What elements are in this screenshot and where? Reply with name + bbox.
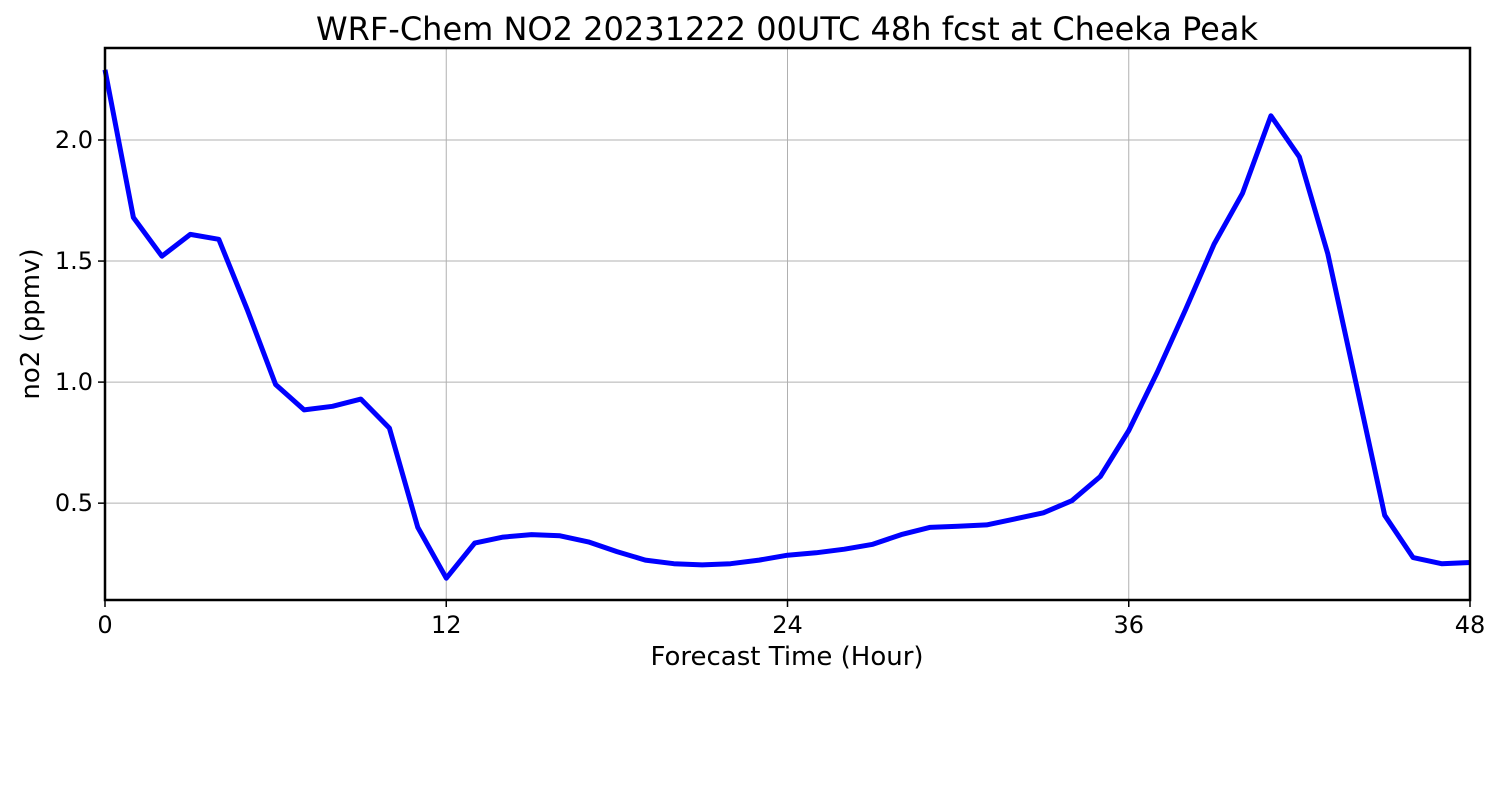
x-tick-label: 24 <box>772 611 803 639</box>
grid <box>105 48 1470 600</box>
series-line-no2 <box>102 69 1471 581</box>
y-tick-label: 1.5 <box>55 247 93 275</box>
y-tick-label: 2.0 <box>55 126 93 154</box>
x-tick-label: 0 <box>97 611 112 639</box>
series-layer <box>102 69 1471 581</box>
y-axis-label: no2 (ppmv) <box>16 248 46 399</box>
y-tick-label: 1.0 <box>55 368 93 396</box>
x-axis-label: Forecast Time (Hour) <box>650 642 923 672</box>
x-tick-label: 12 <box>431 611 462 639</box>
y-tick-label: 0.5 <box>55 489 93 517</box>
ticks: 0 12 24 36 48 0.5 1.0 1.5 2.0 <box>55 126 1485 639</box>
chart-title: WRF-Chem NO2 20231222 00UTC 48h fcst at … <box>316 10 1258 48</box>
x-tick-label: 48 <box>1455 611 1486 639</box>
x-tick-label: 36 <box>1113 611 1144 639</box>
